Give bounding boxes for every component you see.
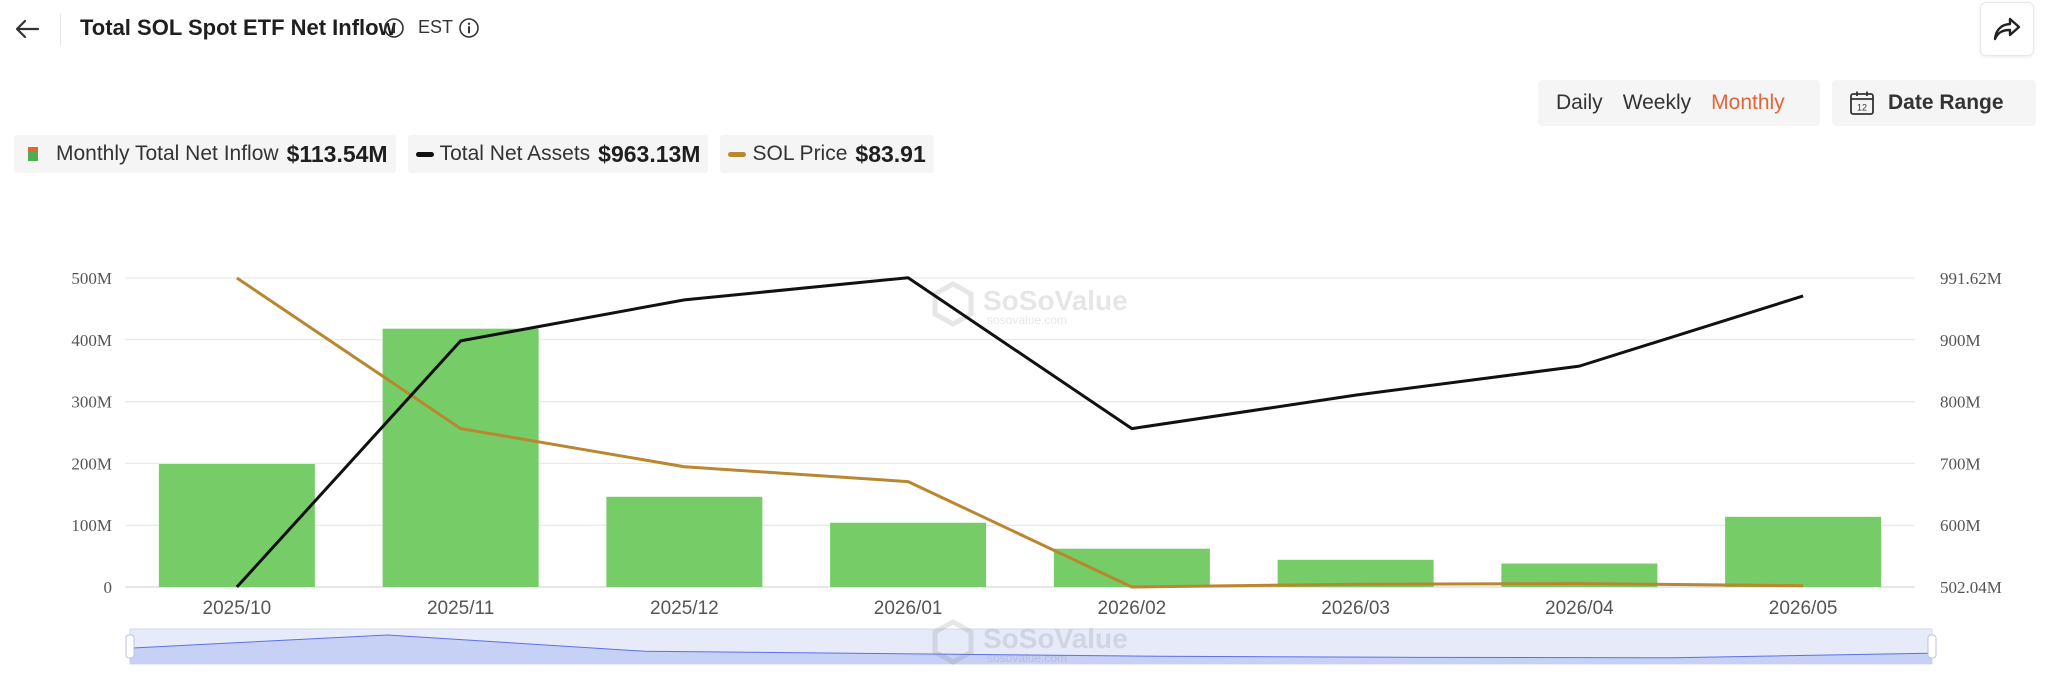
inflow-bar	[1053, 548, 1210, 587]
inflow-swatch	[28, 147, 38, 161]
date-range-button[interactable]: 12 Date Range	[1832, 80, 2036, 126]
sol-price-line	[236, 276, 1804, 589]
left-axis-tick: 100M	[71, 516, 112, 535]
x-axis-tick: 2026/03	[1321, 598, 1390, 619]
legend-assets-value: $963.13M	[598, 140, 701, 167]
share-icon	[1993, 17, 2021, 41]
timezone-label: EST	[418, 17, 454, 37]
price-swatch	[728, 151, 747, 157]
x-axis-tick: 2026/01	[874, 598, 943, 619]
legend-inflow[interactable]: Monthly Total Net Inflow $113.54M	[14, 135, 396, 173]
watermark-hexagon-icon	[932, 281, 974, 327]
left-axis-tick: 0	[104, 578, 113, 597]
inflow-bar	[158, 464, 315, 587]
watermark-site: sosovalue.com	[987, 313, 1067, 327]
legend-inflow-label: Monthly Total Net Inflow	[56, 142, 279, 165]
date-range-label: Date Range	[1888, 91, 2004, 114]
inflow-bar	[606, 496, 763, 587]
period-monthly-button[interactable]: Monthly	[1711, 91, 1785, 114]
timezone-info-icon[interactable]	[458, 17, 480, 39]
x-axis-tick: 2026/05	[1769, 598, 1838, 619]
x-axis-tick: 2026/02	[1098, 598, 1167, 619]
watermark-site: sosovalue.com	[987, 651, 1067, 665]
period-selector: Daily Weekly Monthly	[1538, 80, 1820, 126]
inflow-bar	[1277, 559, 1434, 587]
page-title: Total SOL Spot ETF Net Inflow	[80, 15, 396, 40]
net-assets-line	[235, 276, 1804, 589]
left-axis-tick: 300M	[71, 393, 112, 412]
back-button[interactable]	[10, 12, 44, 46]
left-axis-tick: 400M	[71, 331, 112, 350]
navigator-area	[130, 635, 1932, 664]
svg-text:12: 12	[1857, 103, 1867, 113]
navigator-right-handle[interactable]	[1927, 634, 1937, 659]
watermark-brand: SoSoValue	[983, 623, 1128, 654]
navigator-line	[129, 634, 1933, 659]
right-axis-tick: 502.04M	[1940, 578, 2002, 597]
right-axis-tick: 800M	[1940, 393, 1981, 412]
period-daily-button[interactable]: Daily	[1556, 91, 1603, 114]
right-axis-tick: 900M	[1940, 331, 1981, 350]
watermark-hexagon-icon	[932, 619, 974, 665]
watermark-brand: SoSoValue	[983, 285, 1128, 316]
period-weekly-button[interactable]: Weekly	[1622, 91, 1692, 114]
calendar-icon: 12	[1850, 91, 1874, 115]
legend-price-label: SOL Price	[752, 142, 848, 165]
inflow-bar	[830, 522, 987, 587]
chart-legend: Monthly Total Net Inflow $113.54M Total …	[14, 135, 934, 175]
legend-price[interactable]: SOL Price $83.91	[720, 135, 934, 173]
x-axis-tick: 2025/10	[203, 598, 272, 619]
header-divider	[60, 14, 61, 46]
inflow-bar	[382, 328, 539, 587]
legend-price-value: $83.91	[855, 140, 926, 167]
inflow-bar	[1725, 516, 1882, 587]
back-arrow-icon	[15, 19, 40, 39]
legend-assets-label: Total Net Assets	[439, 142, 591, 165]
inflow-bar	[1501, 563, 1658, 587]
chart-header: Total SOL Spot ETF Net Inflow EST	[0, 0, 2048, 58]
assets-swatch	[415, 151, 434, 157]
right-axis-tick: 600M	[1940, 516, 1981, 535]
left-axis-tick: 200M	[71, 454, 112, 473]
legend-assets[interactable]: Total Net Assets $963.13M	[407, 135, 709, 173]
left-axis-tick: 500M	[71, 269, 112, 288]
right-axis-tick: 700M	[1940, 454, 1981, 473]
x-axis-tick: 2026/04	[1545, 598, 1614, 619]
share-button[interactable]	[1980, 2, 2034, 56]
x-axis-tick: 2025/12	[650, 598, 719, 619]
title-info-icon[interactable]	[383, 17, 405, 39]
navigator-left-handle[interactable]	[125, 634, 135, 659]
legend-inflow-value: $113.54M	[286, 140, 388, 167]
right-axis-tick: 991.62M	[1940, 269, 2002, 288]
x-axis-tick: 2025/11	[427, 598, 494, 619]
